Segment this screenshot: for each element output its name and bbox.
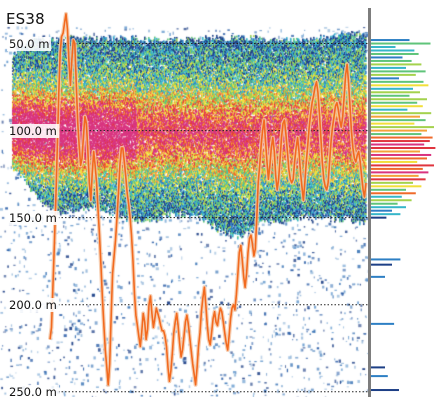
depth-label-150: 150.0 m xyxy=(7,210,59,225)
depth-histogram xyxy=(371,39,436,392)
histogram-bar xyxy=(371,171,429,174)
histogram-bar xyxy=(371,46,396,49)
histogram-bar xyxy=(371,147,436,150)
histogram-bar xyxy=(371,42,431,45)
histogram-bar xyxy=(371,202,398,205)
histogram-bar xyxy=(371,157,427,160)
depth-label-100: 100.0 m xyxy=(7,123,59,138)
histogram-bar xyxy=(371,115,420,118)
histogram-bar xyxy=(371,108,408,111)
histogram-bar xyxy=(371,39,410,42)
histogram-bar xyxy=(371,389,399,392)
histogram-bar xyxy=(371,129,427,132)
histogram-bar xyxy=(371,206,406,209)
histogram-bar xyxy=(371,188,406,191)
histogram-bar xyxy=(371,91,420,94)
histogram-bar xyxy=(371,375,388,378)
histogram-bar xyxy=(371,101,418,104)
histogram-bar xyxy=(371,59,412,62)
histogram-bar xyxy=(371,275,385,278)
histogram-bar xyxy=(371,366,385,369)
histogram-bar xyxy=(371,185,422,188)
histogram-bar xyxy=(371,150,420,153)
channel-label: ES38 xyxy=(6,10,45,28)
panel-divider[interactable] xyxy=(368,8,371,397)
histogram-bar xyxy=(371,213,401,216)
histogram-bar xyxy=(371,94,410,97)
depth-label-200: 200.0 m xyxy=(7,297,59,312)
histogram-bar xyxy=(371,63,422,66)
histogram-bar xyxy=(371,133,422,136)
depth-label-50: 50.0 m xyxy=(7,36,52,51)
histogram-bar xyxy=(371,87,413,90)
histogram-bar xyxy=(371,56,403,59)
histogram-bar xyxy=(371,195,402,198)
histogram-bar xyxy=(371,98,427,101)
histogram-bar xyxy=(371,77,399,80)
histogram-bar xyxy=(371,258,401,261)
histogram-bar xyxy=(371,164,434,167)
histogram-bar xyxy=(371,49,415,52)
histogram-bar xyxy=(371,322,395,325)
histogram-bar xyxy=(371,73,416,76)
histogram-bar xyxy=(371,167,423,170)
histogram-bar xyxy=(371,160,418,163)
histogram-bar xyxy=(371,80,424,83)
histogram-bar xyxy=(371,181,413,184)
histogram-bar xyxy=(371,136,433,139)
histogram-bar xyxy=(371,126,434,129)
echogram-canvas[interactable] xyxy=(0,0,368,397)
histogram-bar xyxy=(371,119,426,122)
histogram-bar xyxy=(371,66,406,69)
histogram-bar xyxy=(371,143,425,146)
histogram-bar xyxy=(371,263,392,266)
histogram-bar xyxy=(371,122,415,125)
histogram-bar xyxy=(371,84,429,87)
histogram-bar xyxy=(371,174,419,177)
histogram-bar xyxy=(371,216,387,219)
histogram-bar xyxy=(371,70,426,73)
histogram-bar xyxy=(371,192,416,195)
histogram-bar xyxy=(371,52,419,55)
depth-label-250: 250.0 m xyxy=(7,384,59,399)
histogram-bar xyxy=(371,209,392,212)
histogram-bar xyxy=(371,112,432,115)
histogram-bar xyxy=(371,140,430,143)
histogram-bar xyxy=(371,153,432,156)
histogram-bar xyxy=(371,178,426,181)
histogram-bar xyxy=(371,199,412,202)
histogram-bar xyxy=(371,105,423,108)
